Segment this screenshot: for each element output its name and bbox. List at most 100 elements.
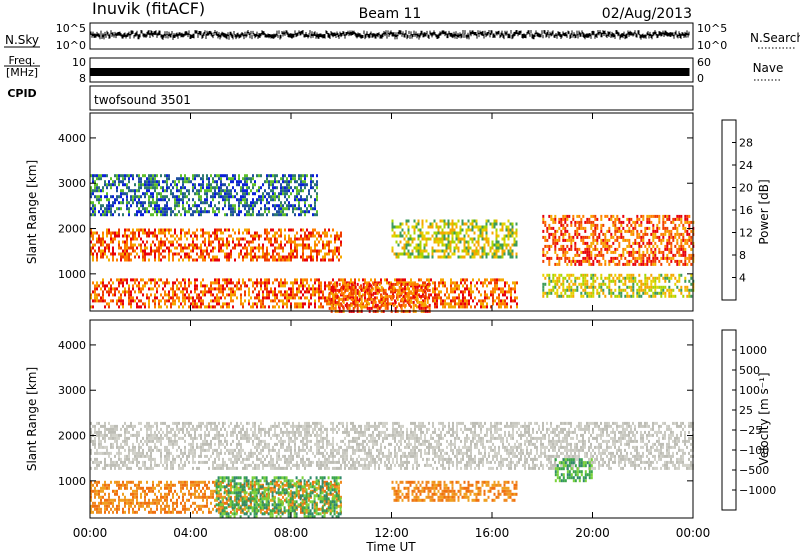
echo-cell-power bbox=[626, 217, 629, 221]
echo-cell-power bbox=[544, 235, 547, 239]
echo-cell-power bbox=[114, 252, 116, 256]
echo-cell-power bbox=[218, 186, 220, 190]
echo-cell-velocity bbox=[130, 460, 132, 464]
echo-cell-power bbox=[296, 180, 298, 184]
echo-cell-power bbox=[690, 235, 693, 239]
echo-cell-power bbox=[584, 276, 587, 280]
echo-cell-power bbox=[660, 273, 663, 277]
echo-cell-power bbox=[200, 284, 202, 288]
echo-cell-power bbox=[662, 288, 665, 292]
echo-cell-power bbox=[449, 222, 452, 226]
echo-cell-power bbox=[212, 177, 214, 181]
echo-cell-power bbox=[148, 228, 150, 232]
echo-cell-power bbox=[256, 284, 258, 288]
echo-cell-power bbox=[232, 213, 234, 217]
echo-cell-power bbox=[106, 228, 108, 232]
echo-cell-power bbox=[425, 237, 428, 241]
echo-cell-power bbox=[120, 278, 122, 282]
echo-cell-power bbox=[428, 306, 431, 310]
echo-cell-power bbox=[310, 195, 312, 199]
echo-cell-power bbox=[268, 290, 270, 294]
echo-cell-power bbox=[459, 228, 462, 232]
echo-cell-power bbox=[200, 299, 202, 303]
echo-cell-velocity bbox=[110, 427, 112, 431]
echo-cell-power bbox=[134, 192, 136, 196]
echo-cell-power bbox=[184, 213, 186, 217]
echo-cell-power bbox=[408, 300, 411, 304]
echo-cell-power bbox=[684, 285, 687, 289]
echo-cell-power bbox=[481, 231, 484, 235]
echo-cell-power bbox=[403, 237, 406, 241]
echo-cell-power bbox=[688, 253, 691, 257]
echo-cell-power bbox=[200, 252, 202, 256]
echo-cell-power bbox=[636, 291, 639, 295]
echo-cell-power bbox=[658, 279, 661, 283]
echo-cell-power bbox=[268, 258, 270, 262]
echo-cell-power bbox=[404, 291, 407, 295]
echo-cell-power bbox=[178, 243, 180, 247]
echo-cell-power bbox=[202, 228, 204, 232]
echo-cell-power bbox=[604, 259, 607, 263]
echo-cell-power bbox=[564, 220, 567, 224]
echo-cell-power bbox=[228, 287, 230, 291]
echo-cell-velocity bbox=[144, 439, 146, 443]
echo-cell-power bbox=[278, 213, 280, 217]
echo-cell-power bbox=[477, 237, 480, 241]
echo-cell-power bbox=[418, 288, 421, 292]
echo-cell-power bbox=[264, 228, 266, 232]
echo-cell-power bbox=[642, 253, 645, 257]
echo-cell-power bbox=[580, 282, 583, 286]
echo-cell-power bbox=[358, 291, 361, 295]
echo-cell-power bbox=[674, 226, 677, 230]
echo-cell-power bbox=[640, 214, 643, 218]
echo-cell-power bbox=[314, 234, 316, 238]
echo-cell-power bbox=[108, 305, 110, 309]
echo-cell-power bbox=[370, 300, 373, 304]
echo-cell-power bbox=[400, 297, 403, 301]
echo-cell-velocity bbox=[136, 460, 138, 464]
echo-cell-power bbox=[462, 305, 464, 309]
echo-cell-power bbox=[172, 195, 174, 199]
echo-cell-power bbox=[180, 213, 182, 217]
echo-cell-power bbox=[218, 278, 220, 282]
echo-cell-power bbox=[340, 288, 343, 292]
echo-cell-velocity bbox=[138, 460, 140, 464]
echo-cell-power bbox=[670, 241, 673, 245]
echo-cell-power bbox=[640, 223, 643, 227]
echo-cell-power bbox=[424, 303, 427, 307]
echo-cell-power bbox=[242, 204, 244, 208]
echo-cell-power bbox=[194, 204, 196, 208]
echo-cell-power bbox=[664, 244, 667, 248]
echo-cell-power bbox=[380, 278, 382, 282]
echo-cell-power bbox=[204, 237, 206, 241]
echo-cell-power bbox=[445, 255, 448, 259]
echo-cell-power bbox=[274, 296, 276, 300]
echo-cell-power bbox=[258, 234, 260, 238]
echo-cell-power bbox=[486, 278, 488, 282]
echo-cell-power bbox=[310, 246, 312, 250]
echo-cell-power bbox=[136, 305, 138, 309]
echo-cell-power bbox=[304, 290, 306, 294]
echo-cell-power bbox=[626, 262, 629, 266]
echo-cell-power bbox=[202, 290, 204, 294]
echo-cell-power bbox=[156, 213, 158, 217]
echo-cell-power bbox=[302, 246, 304, 250]
echo-cell-power bbox=[604, 262, 607, 266]
echo-cell-power bbox=[594, 229, 597, 233]
echo-cell-power bbox=[114, 293, 116, 297]
echo-cell-power bbox=[276, 237, 278, 241]
echo-cell-power bbox=[242, 302, 244, 306]
echo-cell-power bbox=[666, 217, 669, 221]
echo-cell-power bbox=[326, 234, 328, 238]
echo-cell-velocity bbox=[98, 430, 100, 434]
echo-cell-power bbox=[566, 294, 569, 298]
echo-cell-power bbox=[399, 222, 402, 226]
echo-cell-power bbox=[572, 273, 575, 277]
echo-cell-power bbox=[200, 305, 202, 309]
echo-cell-power bbox=[576, 232, 579, 236]
echo-cell-power bbox=[268, 278, 270, 282]
nsky-tick-bottom: 10^0 bbox=[56, 39, 86, 52]
echo-cell-power bbox=[467, 252, 470, 256]
echo-cell-velocity bbox=[92, 442, 94, 446]
echo-cell-power bbox=[182, 290, 184, 294]
